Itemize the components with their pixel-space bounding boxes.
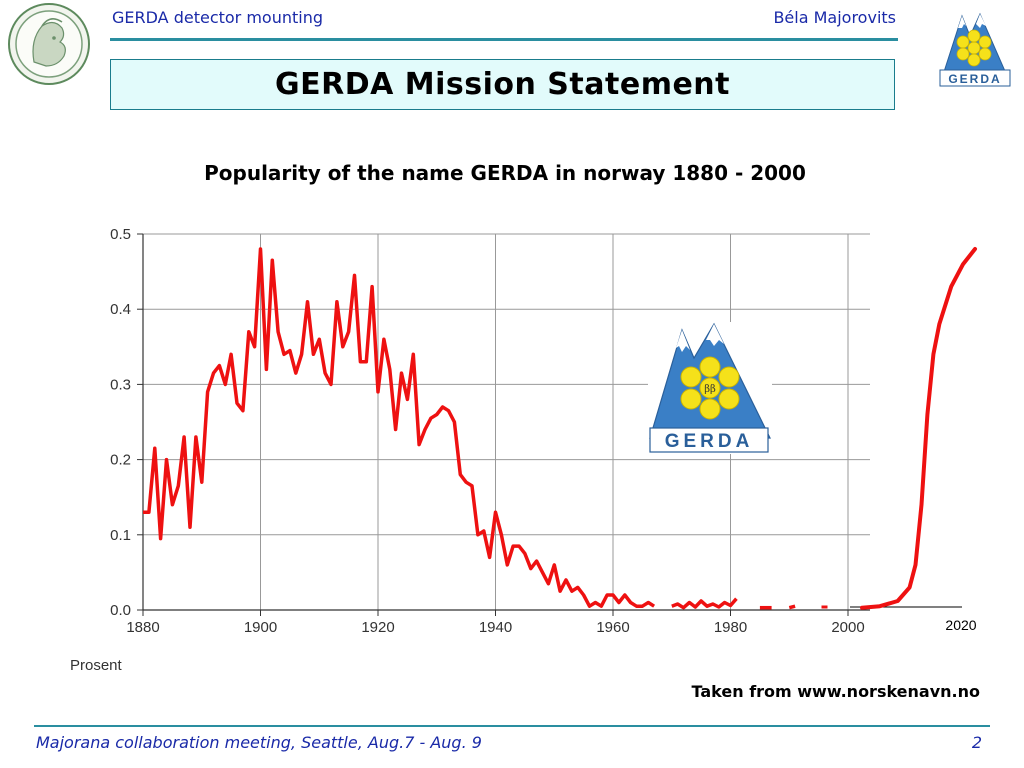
y-tick-label: 0.2: [110, 452, 131, 469]
page-number: 2: [971, 733, 982, 752]
x-tick-label: 1880: [126, 619, 159, 636]
gerda-logo-small: GERDA: [939, 12, 1011, 87]
gerda-logo-small-text: GERDA: [948, 72, 1001, 86]
y-tick-label: 0.5: [110, 226, 131, 243]
series-line-0: [143, 247, 656, 608]
header-author: Béla Majorovits: [773, 8, 896, 27]
x-tick-label: 1960: [596, 619, 629, 636]
gerda-logo-large-text: GERDA: [665, 431, 754, 452]
footer-rule: [34, 725, 990, 727]
chart-subtitle: Popularity of the name GERDA in norway 1…: [204, 161, 806, 185]
chart-series: [143, 247, 977, 610]
x-axis-label: Prosent: [70, 657, 123, 674]
x-tick-label: 2000: [831, 619, 864, 636]
gerda-logo-large: ββ GERDA: [648, 322, 772, 454]
x-tick-label: 1900: [244, 619, 277, 636]
chart-tick-labels: 0.0 0.1 0.2 0.3 0.4 0.5 1880 1900 1920 1940 1960 19…: [70, 226, 977, 674]
x-tick-label: 1920: [361, 619, 394, 636]
header-rule: [110, 38, 898, 41]
x-tick-label: 1980: [714, 619, 747, 636]
gerda-logo-beta-symbol: ββ: [704, 384, 716, 395]
y-tick-label: 0.1: [110, 527, 131, 544]
x-tick-label: 1940: [479, 619, 512, 636]
y-tick-label: 0.4: [110, 301, 131, 318]
slide-title-box: GERDA Mission Statement: [110, 59, 895, 110]
series-line-3: [788, 604, 796, 610]
chart-axes: [137, 233, 962, 616]
y-tick-label: 0.0: [110, 602, 131, 619]
extrapolation-curve: [860, 247, 977, 610]
slide-title: GERDA Mission Statement: [274, 67, 730, 102]
institute-seal-logo: [8, 3, 90, 85]
series-line-1: [671, 597, 738, 610]
extrapolation-year-label: 2020: [945, 617, 976, 633]
footer-meeting: Majorana collaboration meeting, Seattle,…: [36, 733, 482, 752]
header-left-title: GERDA detector mounting: [112, 8, 324, 27]
y-tick-label: 0.3: [110, 376, 131, 393]
source-credit: Taken from www.norskenavn.no: [691, 682, 980, 701]
